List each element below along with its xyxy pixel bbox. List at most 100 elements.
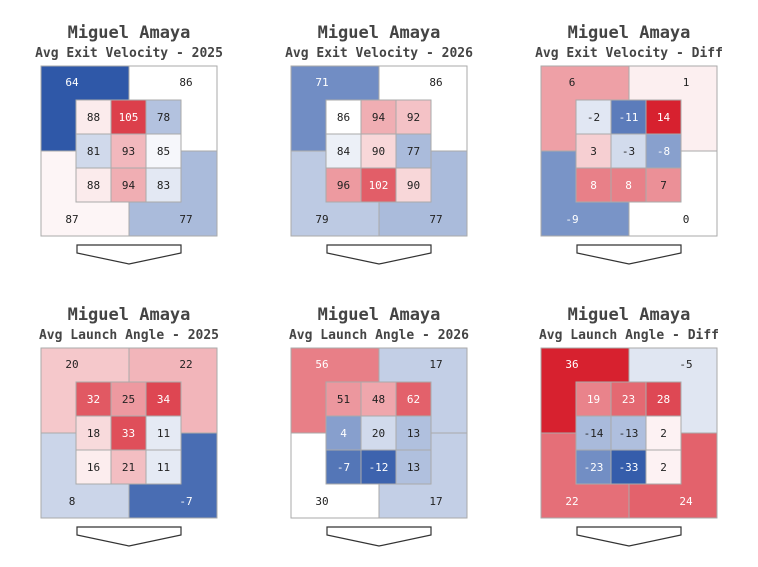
- strike-zone-label: 20: [372, 427, 385, 440]
- strike-zone-cell: [395, 381, 432, 417]
- zone-chart: Miguel Amaya Avg Exit Velocity - Diff 6 1 -9…: [535, 23, 723, 265]
- home-plate-icon: [326, 526, 432, 547]
- chart-subtitle: Avg Launch Angle - Diff: [539, 328, 719, 343]
- outer-zone-label: 79: [315, 213, 328, 226]
- strike-zone-cell: [645, 167, 682, 203]
- outer-zone-label: -5: [679, 358, 692, 371]
- strike-zone-label: -23: [584, 461, 604, 474]
- outer-zone-label: 0: [683, 213, 690, 226]
- home-plate-icon: [576, 526, 682, 547]
- strike-zone-label: 28: [657, 393, 670, 406]
- strike-zone-label: 25: [122, 393, 135, 406]
- outer-zone-label: 71: [315, 76, 328, 89]
- strike-zone-label: 48: [372, 393, 385, 406]
- strike-zone-label: 8: [590, 179, 597, 192]
- strike-zone-label: 90: [372, 145, 385, 158]
- strike-zone-label: 34: [157, 393, 171, 406]
- strike-zone-label: 93: [122, 145, 135, 158]
- strike-zone-label: 51: [337, 393, 350, 406]
- strike-zone-cell: [360, 449, 397, 485]
- outer-zone-label: 24: [679, 495, 693, 508]
- strike-zone-cell: [610, 133, 647, 169]
- strike-zone-cell: [645, 415, 682, 451]
- chart-title: Miguel Amaya: [318, 23, 441, 43]
- outer-zone-label: 86: [179, 76, 192, 89]
- outer-zone-label: 77: [179, 213, 192, 226]
- strike-zone-cell: [610, 167, 647, 203]
- strike-zone-cell: [325, 167, 362, 203]
- strike-zone-label: 88: [87, 111, 100, 124]
- home-plate-icon: [326, 244, 432, 265]
- outer-zone-border: [290, 65, 468, 237]
- strike-zone-label: 84: [337, 145, 351, 158]
- outer-zone-border: [540, 347, 718, 519]
- chart-title: Miguel Amaya: [68, 23, 191, 43]
- strike-zone-label: -11: [619, 111, 639, 124]
- outer-zone-border: [40, 347, 218, 519]
- strike-zone-cell: [325, 449, 362, 485]
- zone-chart: Miguel Amaya Avg Exit Velocity - 2025 64 86…: [35, 23, 223, 265]
- home-plate-icon: [576, 244, 682, 265]
- strike-zone-label: 77: [407, 145, 420, 158]
- strike-zone-cell: [645, 449, 682, 485]
- strike-zone-label: 32: [87, 393, 100, 406]
- strike-zone-label: 21: [122, 461, 135, 474]
- outer-zone-label: 36: [565, 358, 578, 371]
- strike-zone-label: 3: [590, 145, 597, 158]
- strike-zone-label: 78: [157, 111, 170, 124]
- strike-zone-label: 14: [657, 111, 671, 124]
- strike-zone-label: 2: [660, 427, 667, 440]
- chart-title: Miguel Amaya: [568, 305, 691, 325]
- strike-zone-label: 18: [87, 427, 100, 440]
- outer-zone-label: 64: [65, 76, 79, 89]
- chart-subtitle: Avg Exit Velocity - 2026: [285, 46, 473, 61]
- strike-zone-label: 11: [157, 427, 170, 440]
- strike-zone-cell: [325, 381, 362, 417]
- outer-zone-label: 8: [69, 495, 76, 508]
- strike-zone-label: 19: [587, 393, 600, 406]
- strike-zone-label: 102: [369, 179, 389, 192]
- strike-zone-cell: [110, 133, 147, 169]
- strike-zone-cell: [110, 449, 147, 485]
- strike-zone-label: 2: [660, 461, 667, 474]
- outer-zone-border: [40, 65, 218, 237]
- strike-zone-label: 81: [87, 145, 100, 158]
- outer-zone-label: 30: [315, 495, 328, 508]
- zone-chart: Miguel Amaya Avg Launch Angle - 2025 20 22 8…: [39, 305, 219, 547]
- strike-zone-label: 83: [157, 179, 170, 192]
- strike-zone-label: -33: [619, 461, 639, 474]
- strike-zone-cell: [75, 133, 112, 169]
- strike-zone-label: 90: [407, 179, 420, 192]
- outer-zone-label: 1: [683, 76, 690, 89]
- outer-zone-label: -7: [179, 495, 192, 508]
- strike-zone-label: -14: [584, 427, 604, 440]
- outer-zone-label: 77: [429, 213, 442, 226]
- strike-zone-label: 13: [407, 427, 420, 440]
- strike-zone-cell: [75, 167, 112, 203]
- strike-zone-label: 16: [87, 461, 100, 474]
- chart-title: Miguel Amaya: [68, 305, 191, 325]
- strike-zone-cell: [360, 167, 397, 203]
- chart-title: Miguel Amaya: [568, 23, 691, 43]
- strike-zone-label: 11: [157, 461, 170, 474]
- strike-zone-cell: [395, 415, 432, 451]
- strike-zone-label: 62: [407, 393, 420, 406]
- strike-zone-label: 8: [625, 179, 632, 192]
- strike-zone-cell: [325, 99, 362, 135]
- outer-zone-label: 17: [429, 495, 442, 508]
- home-plate-icon: [76, 244, 182, 265]
- strike-zone-label: 92: [407, 111, 420, 124]
- strike-zone-label: 96: [337, 179, 350, 192]
- zone-chart: Miguel Amaya Avg Exit Velocity - 2026 71 86…: [285, 23, 473, 265]
- strike-zone-label: -12: [369, 461, 389, 474]
- chart-title: Miguel Amaya: [318, 305, 441, 325]
- strike-zone-label: 94: [122, 179, 136, 192]
- chart-subtitle: Avg Launch Angle - 2025: [39, 328, 219, 343]
- chart-subtitle: Avg Exit Velocity - 2025: [35, 46, 223, 61]
- strike-zone-label: 88: [87, 179, 100, 192]
- strike-zone-label: 94: [372, 111, 386, 124]
- strike-zone-cell: [575, 167, 612, 203]
- outer-zone-label: 6: [569, 76, 576, 89]
- outer-zone-label: 56: [315, 358, 328, 371]
